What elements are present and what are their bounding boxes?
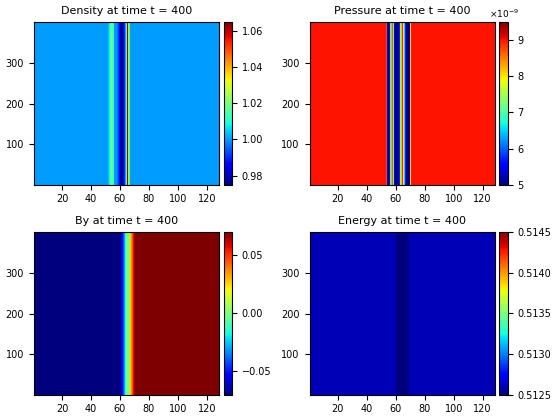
Title: Energy at time t = 400: Energy at time t = 400 — [338, 215, 466, 226]
Title: $\times 10^{-9}$: $\times 10^{-9}$ — [488, 7, 519, 20]
Title: Density at time t = 400: Density at time t = 400 — [61, 5, 192, 16]
Title: By at time t = 400: By at time t = 400 — [75, 215, 178, 226]
Title: Pressure at time t = 400: Pressure at time t = 400 — [334, 5, 470, 16]
